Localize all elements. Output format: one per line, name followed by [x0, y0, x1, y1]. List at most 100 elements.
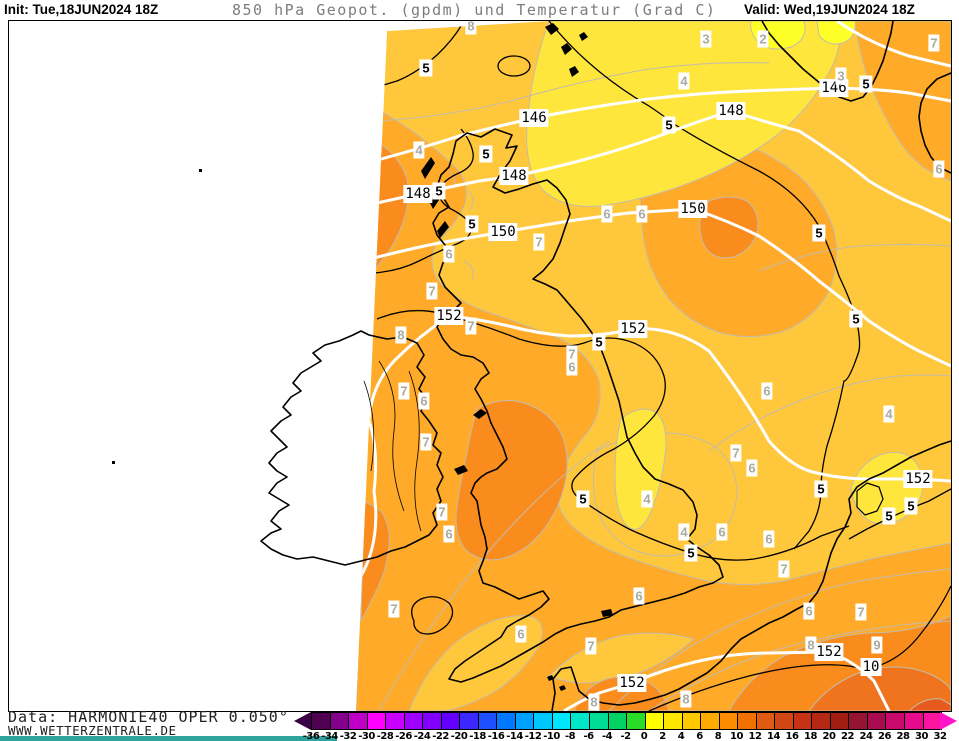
colorbar-tick-label: 14 [767, 731, 780, 741]
coastline-france-lowcountries [551, 440, 951, 711]
temperature-contour-label: 5 [904, 497, 918, 515]
map-contour-labels: 146 146 148 148 148 150 150 152 152 152 152 152 10 5 5… [9, 21, 951, 711]
temperature-contour-label: 7 [566, 345, 578, 363]
temperature-colorbar: -36 -34 -32 -30 -28 -26 -24 -22 -20 -18 -16 -14 -12-… [294, 712, 959, 741]
colorbar-tick-label: 32 [933, 731, 947, 741]
colorbar-segment [645, 713, 665, 729]
colorbar-segment [423, 713, 442, 729]
minor-contours [376, 62, 951, 711]
temperature-contour-label: 5 [592, 333, 606, 351]
colorbar-tick-label: 26 [878, 731, 891, 741]
temperature-contour-label: 5 [814, 480, 828, 498]
geopotential-contour-label: 150 [488, 223, 518, 241]
temperature-contour-label: 5 [812, 224, 826, 242]
temperature-contour-label: 4 [678, 72, 690, 90]
temperature-contour-label: 8 [680, 690, 692, 708]
temperature-contour-label: 8 [465, 21, 477, 35]
temperature-contour-label: 5 [419, 59, 433, 77]
temperature-contour-label: 6 [418, 392, 430, 410]
geopotential-contour-label: 150 [678, 200, 708, 218]
geopotential-contour-label: 148 [716, 102, 746, 120]
coastline-ijsselmeer [856, 482, 884, 516]
init-time-label: Init: Tue,18JUN2024 18Z [4, 2, 159, 17]
colorbar-tick-label: 2 [659, 731, 666, 741]
colorbar-tick-label: -18 [469, 731, 486, 741]
colorbar-segment [627, 713, 646, 729]
colorbar-tick-label: 10 [730, 731, 743, 741]
colorbar-tick-label: -6 [583, 731, 594, 741]
geopotential-contour-label: 152 [618, 320, 648, 338]
colorbar-tick-label: -36 [302, 731, 320, 741]
colorbar-tick-label: 22 [841, 731, 854, 741]
temperature-contour-label: 5 [849, 310, 863, 328]
coastlines [260, 21, 951, 711]
footer-accent-bar [0, 736, 337, 741]
temperature-contour-label: 5 [882, 507, 896, 525]
fill-region-8-10-edge-s [360, 500, 390, 622]
temperature-contour-label: 6 [443, 245, 455, 263]
weather-map: 146 146 148 148 148 150 150 152 152 152 152 152 10 5 5… [8, 20, 952, 712]
colorbar-segment [830, 713, 850, 729]
colorbar-tick-label: -14 [506, 731, 523, 741]
colorbar-segment [589, 713, 609, 729]
fill-region-6-8 [356, 110, 951, 711]
temperature-contour-label: 4 [883, 405, 895, 423]
temperature-contour-label: 10 [860, 658, 882, 676]
temperature-contour-label: 6 [716, 523, 728, 541]
temperature-contour-label: 7 [778, 560, 790, 578]
colorbar-tick-label: 18 [804, 731, 817, 741]
colorbar-segment [460, 713, 479, 729]
colorbar-left-arrow [294, 712, 311, 730]
colorbar-tick-label: -12 [524, 731, 542, 741]
colorbar-segment [349, 713, 368, 729]
colorbar-tick-label: -22 [432, 731, 449, 741]
geopotential-contour-label: 148 [499, 167, 529, 185]
temperature-contour-label: 6 [443, 525, 455, 543]
colorbar-tick-label: -30 [358, 731, 375, 741]
temperature-contour-label: 6 [763, 530, 775, 548]
fill-region-4-6-southwest [408, 615, 543, 711]
colorbar-tick-label: 0 [640, 731, 648, 741]
temperature-contour-label: 7 [855, 603, 867, 621]
colorbar-segment [330, 713, 350, 729]
stray-mark [199, 169, 202, 172]
colorbar-segment [478, 713, 498, 729]
temperature-contour-label: 5 [859, 75, 873, 93]
temperature-contour-label: 7 [465, 317, 477, 335]
data-source-label: Data: HARMONIE40 OPER 0.050° [8, 708, 289, 726]
colorbar-segment [515, 713, 535, 729]
colorbar-segment [756, 713, 776, 729]
temperature-contour-label: 6 [566, 358, 578, 376]
temperature-contour-label: 7 [928, 34, 940, 52]
coastline-norway [761, 21, 894, 102]
fill-region-4-6-channel [548, 632, 696, 684]
geopotential-contour-label: 152 [617, 674, 647, 692]
temperature-contour-label: 5 [576, 490, 590, 508]
temperature-contour-label: 4 [641, 490, 653, 508]
fill-region-8-10-wales [455, 400, 568, 561]
colorbar-segment [701, 713, 720, 729]
colorbar-segment [386, 713, 405, 729]
geopotential-contour-label: 152 [903, 470, 933, 488]
temperature-contour-label: 9 [871, 636, 883, 654]
temperature-contour-label: 4 [678, 523, 690, 541]
temperature-contour-label: 6 [601, 205, 613, 223]
temperature-contour-label: 6 [746, 459, 758, 477]
temperature-contour-label: 7 [420, 433, 432, 451]
colorbar-tick-label: -2 [620, 731, 631, 741]
colorbar-tick-label: -8 [564, 731, 576, 741]
geopotential-contour-label: 152 [814, 643, 844, 661]
colorbar-segment [367, 713, 387, 729]
colorbar-segment [497, 713, 516, 729]
valid-time-label: Valid: Wed,19JUN2024 18Z [744, 2, 915, 17]
colorbar-tick-label: -16 [487, 731, 505, 741]
colorbar-tick-label: 24 [859, 731, 873, 741]
colorbar-segment [682, 713, 702, 729]
fill-region-12-14 [907, 698, 951, 711]
colorbar-segment [664, 713, 683, 729]
temperature-contour-label: 6 [636, 205, 648, 223]
colorbar-tick-label: 4 [677, 731, 685, 741]
chart-title: 850 hPa Geopot. (gpdm) und Temperatur (G… [232, 1, 717, 19]
colorbar-segment [738, 713, 757, 729]
